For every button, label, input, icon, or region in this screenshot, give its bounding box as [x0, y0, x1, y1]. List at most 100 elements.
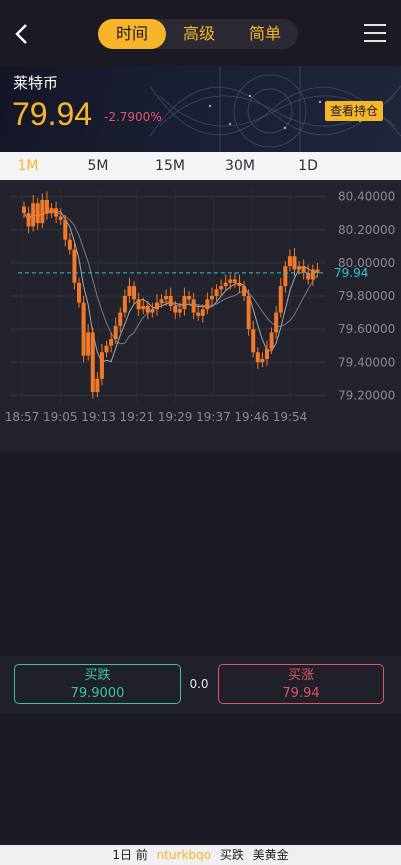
candle	[22, 206, 26, 214]
candle	[109, 339, 114, 346]
candle	[72, 249, 77, 283]
y-tick-label: 80.00000	[338, 256, 395, 270]
buy-up-button[interactable]: 买涨 79.94	[218, 664, 384, 704]
tab-simple[interactable]: 简单	[248, 24, 281, 43]
interval-5m[interactable]: 5M	[87, 158, 109, 174]
candle	[219, 286, 224, 290]
candle	[31, 203, 36, 227]
candle	[49, 208, 54, 214]
candle	[90, 332, 95, 393]
candle	[136, 299, 141, 310]
candle	[214, 289, 219, 296]
candle	[191, 299, 196, 313]
candle	[35, 203, 40, 224]
buy-down-price: 79.9000	[70, 686, 125, 701]
banner-decoration	[149, 66, 401, 152]
candle	[205, 299, 210, 310]
interval-tabs: 1M 5M 15M 30M 1D	[0, 152, 401, 180]
candle	[26, 213, 31, 227]
candle	[145, 305, 150, 313]
candle	[255, 352, 260, 363]
x-tick-label: 19:05	[43, 410, 78, 424]
candle	[63, 219, 68, 240]
candle	[200, 309, 205, 316]
buy-down-button[interactable]: 买跌 79.9000	[14, 664, 181, 704]
candle	[118, 312, 123, 326]
candle	[292, 256, 297, 270]
candle	[159, 299, 164, 303]
candle	[260, 358, 265, 363]
interval-1m[interactable]: 1M	[17, 158, 39, 174]
trade-panel	[0, 656, 401, 714]
interval-1d[interactable]: 1D	[298, 158, 318, 174]
candle	[77, 282, 82, 303]
x-tick-label: 19:29	[158, 410, 193, 424]
candle	[154, 302, 159, 310]
price-chart[interactable]: 79.94 80.40000 80.20000 80.00000 79.80000 79…	[0, 180, 401, 452]
candle	[287, 256, 292, 267]
buy-up-price: 79.94	[282, 686, 320, 701]
candle	[246, 296, 251, 330]
candle	[141, 305, 146, 310]
y-tick-label: 80.20000	[338, 223, 395, 237]
x-tick-label: 19:46	[234, 410, 269, 424]
candle	[122, 296, 127, 313]
ticker-user: nturkbqo	[156, 848, 211, 862]
y-tick-label: 80.40000	[338, 190, 395, 204]
candle	[310, 269, 315, 280]
x-tick-label: 18:57	[5, 410, 40, 424]
buy-up-label: 买涨	[287, 668, 314, 683]
candle	[301, 266, 306, 273]
back-arrow-icon[interactable]	[12, 22, 32, 46]
candle	[81, 302, 86, 356]
interval-15m[interactable]: 15M	[155, 158, 185, 174]
candle	[127, 286, 132, 296]
ticker-time: 1日 前	[112, 848, 148, 862]
buy-down-label: 买跌	[84, 668, 111, 683]
candle	[297, 266, 302, 270]
candle	[104, 345, 109, 353]
y-tick-label: 79.80000	[338, 289, 395, 303]
candle	[54, 208, 59, 217]
candle	[232, 279, 237, 283]
view-mode-switch: 时间 高级 简单	[98, 19, 298, 49]
candle	[99, 352, 104, 379]
candle	[132, 286, 137, 300]
view-positions-button[interactable]: 查看持仓	[325, 101, 383, 121]
top-bar: 时间 高级 简单	[0, 0, 401, 66]
candle	[278, 286, 283, 313]
candle	[315, 269, 320, 273]
y-tick-label: 79.40000	[338, 355, 395, 369]
candle	[209, 296, 214, 300]
candle	[283, 266, 288, 287]
spread-value: 0.0	[189, 677, 209, 691]
interval-30m[interactable]: 30M	[225, 158, 255, 174]
candle	[187, 296, 192, 300]
menu-icon[interactable]	[364, 24, 386, 42]
candle	[95, 378, 100, 393]
candle	[86, 332, 91, 356]
x-tick-label: 19:54	[273, 410, 308, 424]
candle	[269, 332, 274, 349]
y-tick-label: 79.60000	[338, 322, 395, 336]
candle	[40, 199, 45, 224]
current-price: 79.94	[12, 96, 93, 132]
candlestick-chart[interactable]: 79.94 80.40000 80.20000 80.00000 79.80000 79…	[0, 180, 401, 452]
coin-name: 莱特币	[13, 74, 59, 92]
candle	[196, 312, 201, 316]
candle	[67, 239, 72, 250]
tab-advanced[interactable]: 高级	[182, 24, 215, 43]
y-tick-label: 79.20000	[338, 388, 395, 402]
candle	[177, 309, 182, 313]
candle	[150, 309, 155, 313]
candle	[173, 305, 178, 313]
candle	[168, 296, 173, 306]
candle	[237, 282, 242, 287]
candle	[182, 296, 187, 310]
x-tick-label: 19:13	[81, 410, 116, 424]
candle	[113, 325, 118, 340]
candle	[274, 312, 279, 333]
candle	[223, 282, 228, 287]
tab-time[interactable]: 时间	[98, 19, 166, 49]
current-price-label: 79.94	[334, 266, 368, 280]
